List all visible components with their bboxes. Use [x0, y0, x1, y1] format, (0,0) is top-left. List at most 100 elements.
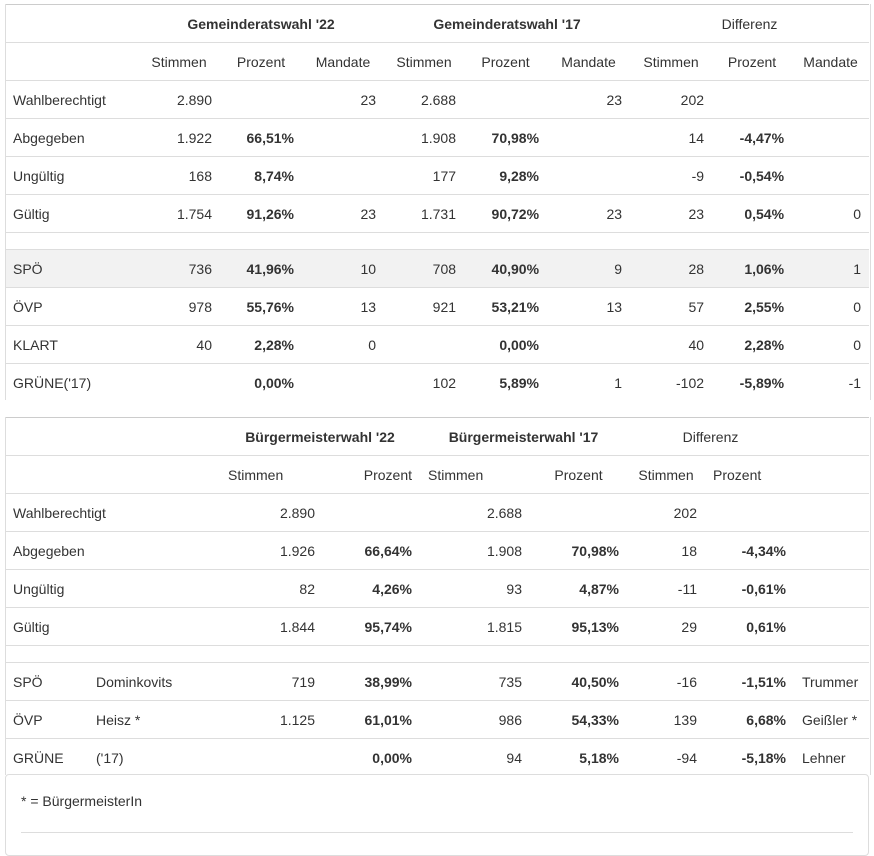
table-cell [705, 493, 794, 532]
footnote-panel: * = BürgermeisterIn [5, 774, 869, 856]
table-cell: 708 [384, 249, 465, 288]
table-cell: 14 [630, 118, 713, 157]
table-cell: 202 [627, 493, 705, 532]
table-row: Gültig 1.754 91,26% 23 1.731 90,72% 23 23 0,54% 0 [5, 194, 870, 233]
table-cell [712, 80, 793, 119]
column-header: Mandate [302, 42, 385, 81]
row-label: GRÜNE('17) [5, 363, 138, 401]
group-header-bm17: Bürgermeisterwahl '17 [420, 417, 627, 456]
spacer-row [5, 232, 870, 250]
column-header: Stimmen [627, 455, 705, 494]
table-cell: 1.125 [220, 700, 323, 739]
table-cell: 2,28% [220, 325, 302, 364]
table-row: Ungültig 82 4,26% 93 4,87% -11 -0,61% [5, 569, 869, 608]
table-cell: 986 [420, 700, 530, 739]
table-row: Gültig 1.844 95,74% 1.815 95,13% 29 0,61% [5, 607, 869, 646]
table-cell [138, 363, 220, 401]
table-cell: 2.688 [420, 493, 530, 532]
table-cell: 8,74% [220, 156, 302, 195]
column-header: Prozent [705, 455, 794, 494]
table-cell: 95,13% [530, 607, 627, 646]
table-cell: 54,33% [530, 700, 627, 739]
previous-candidate-name: Trummer [794, 662, 869, 701]
table-cell [323, 493, 420, 532]
table-cell: 102 [384, 363, 465, 401]
group-header-diff: Differenz [627, 417, 794, 456]
party-label: ÖVP [5, 700, 88, 739]
candidate-name: ('17) [88, 738, 220, 776]
column-header: Stimmen [220, 455, 323, 494]
table-cell: 23 [302, 80, 385, 119]
table-cell: 1.754 [138, 194, 220, 233]
previous-candidate-name: Geißler * [794, 700, 869, 739]
table-cell: 18 [627, 531, 705, 570]
table-cell: 0,61% [705, 607, 794, 646]
table-cell: 40,90% [464, 249, 548, 288]
table-cell: -11 [627, 569, 705, 608]
table-cell: 23 [302, 194, 385, 233]
table-cell: 4,87% [530, 569, 627, 608]
row-label: Wahlberechtigt [5, 80, 138, 119]
table-cell [530, 493, 627, 532]
table-cell [464, 80, 548, 119]
row-label: Gültig [5, 607, 220, 646]
table-cell: 53,21% [464, 287, 548, 326]
table-cell: 1.731 [384, 194, 465, 233]
table-cell: 10 [302, 249, 385, 288]
table-cell: 0 [792, 287, 870, 326]
table-cell: 0 [792, 325, 870, 364]
table-cell: -5,89% [712, 363, 793, 401]
table-cell: 1.908 [384, 118, 465, 157]
table-cell: -9 [630, 156, 713, 195]
table-cell: 921 [384, 287, 465, 326]
table-cell [384, 325, 465, 364]
table-cell: -1 [792, 363, 870, 401]
table-cell: 23 [630, 194, 713, 233]
table-cell: 736 [138, 249, 220, 288]
spacer-row [5, 645, 869, 663]
table-row: GRÜNE ('17) 0,00% 94 5,18% -94 -5,18% Lehner [5, 738, 869, 776]
column-header: Prozent [323, 455, 420, 494]
row-label: SPÖ [5, 249, 138, 288]
table-cell: 0,00% [323, 738, 420, 776]
table-cell [792, 80, 870, 119]
table-row: Abgegeben 1.922 66,51% 1.908 70,98% 14 -4,47% [5, 118, 870, 157]
table-cell [302, 118, 385, 157]
column-header: Stimmen [420, 455, 530, 494]
table-cell: 6,68% [705, 700, 794, 739]
table-cell: 5,89% [464, 363, 548, 401]
table-cell: 40 [630, 325, 713, 364]
table-row: Ungültig 168 8,74% 177 9,28% -9 -0,54% [5, 156, 870, 195]
group-header-gr22: Gemeinderatswahl '22 [138, 4, 385, 43]
table-cell: -4,47% [712, 118, 793, 157]
table-cell: 13 [547, 287, 631, 326]
table-row: ÖVP Heisz * 1.125 61,01% 986 54,33% 139 6,68% Ge… [5, 700, 869, 739]
table-cell: 9,28% [464, 156, 548, 195]
table-cell: 55,76% [220, 287, 302, 326]
column-header: Mandate [792, 42, 870, 81]
table-cell: 2,28% [712, 325, 793, 364]
table-cell: 0,54% [712, 194, 793, 233]
table-cell: 93 [420, 569, 530, 608]
table-cell: 0,00% [464, 325, 548, 364]
table-cell: 1.844 [220, 607, 323, 646]
divider [21, 832, 853, 833]
group-header-row: Gemeinderatswahl '22 Gemeinderatswahl '1… [5, 4, 870, 43]
table-cell: 28 [630, 249, 713, 288]
table-cell: 23 [547, 194, 631, 233]
table-cell: -1,51% [705, 662, 794, 701]
party-label: SPÖ [5, 662, 88, 701]
table-cell [302, 363, 385, 401]
table-cell: 94 [420, 738, 530, 776]
table-cell: -4,34% [705, 531, 794, 570]
table-cell: 1 [547, 363, 631, 401]
table-cell: 168 [138, 156, 220, 195]
footnote-text: * = BürgermeisterIn [21, 793, 142, 809]
column-header: Stimmen [384, 42, 465, 81]
table-cell: 40,50% [530, 662, 627, 701]
table-row: KLART 40 2,28% 0 0,00% 40 2,28% 0 [5, 325, 870, 364]
group-header-gr17: Gemeinderatswahl '17 [384, 4, 631, 43]
row-label: Abgegeben [5, 118, 138, 157]
group-header-diff: Differenz [630, 4, 870, 43]
table-cell: 70,98% [464, 118, 548, 157]
